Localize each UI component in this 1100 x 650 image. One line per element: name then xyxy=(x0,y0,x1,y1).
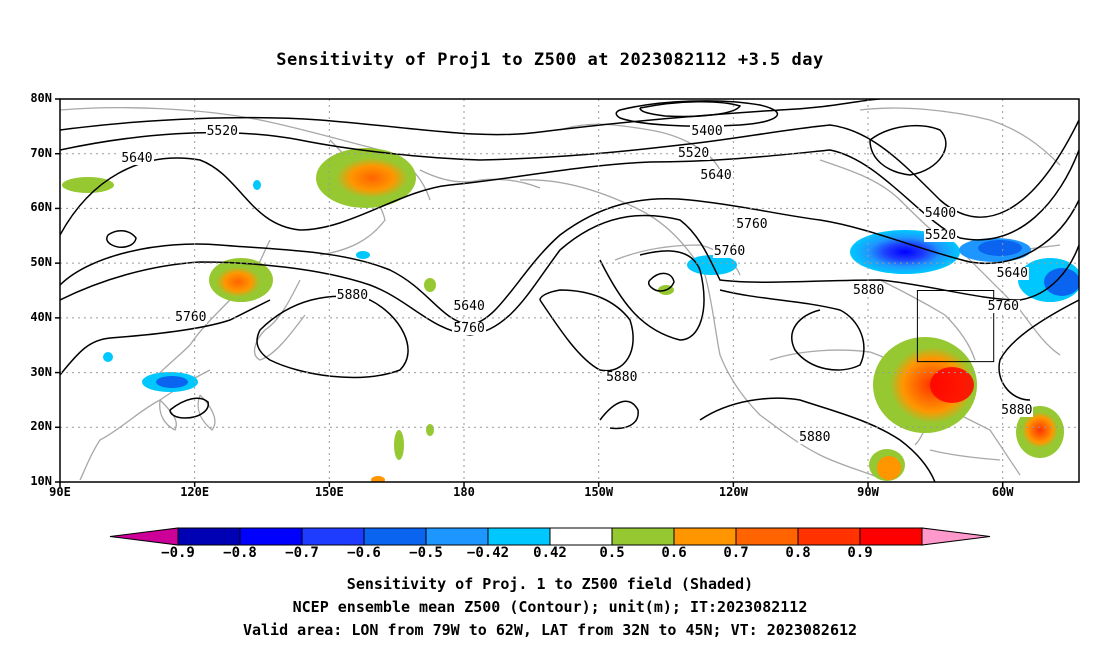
lat-label: 10N xyxy=(30,474,52,488)
colorbar-segment xyxy=(301,527,365,546)
colorbar-segment xyxy=(611,527,675,546)
colorbar-tick-label: 0.9 xyxy=(847,545,873,561)
colorbar-segment xyxy=(859,527,923,546)
caption-line-3: Valid area: LON from 79W to 62W, LAT fro… xyxy=(242,621,858,639)
sensitivity-shading xyxy=(62,148,1079,482)
lat-label: 80N xyxy=(30,91,52,105)
contour-label: 5400 xyxy=(690,123,724,139)
lon-label: 60W xyxy=(991,485,1014,499)
lat-label: 60N xyxy=(30,200,52,215)
axis-ticks xyxy=(55,98,1004,487)
contour-label: 5880 xyxy=(852,282,886,298)
lat-label: 30N xyxy=(30,364,52,379)
contour-label: 5760 xyxy=(735,216,769,232)
contour-label: 5640 xyxy=(120,151,154,167)
colorbar-min-arrow xyxy=(109,527,179,546)
colorbar-tick-label: −0.5 xyxy=(409,545,443,561)
contour-label: 5520 xyxy=(676,145,711,161)
lon-label: 180 xyxy=(453,485,475,499)
colorbar-tick-label: 0.6 xyxy=(661,545,687,561)
contour-label: 5760 xyxy=(174,309,208,325)
colorbar-tick-label: −0.6 xyxy=(347,545,381,561)
lon-label: 150E xyxy=(314,485,344,499)
caption-line-1: Sensitivity of Proj. 1 to Z500 field (Sh… xyxy=(346,575,754,593)
lat-label: 40N xyxy=(30,309,52,324)
contour-label: 5760 xyxy=(712,244,747,260)
lat-label: 70N xyxy=(30,145,52,160)
lon-label: 90W xyxy=(857,485,879,499)
colorbar-tick-label: −0.8 xyxy=(223,545,257,561)
colorbar-segment xyxy=(487,527,551,546)
colorbar-tick-label: −0.7 xyxy=(285,545,319,561)
contour-label: 5640 xyxy=(699,167,733,183)
caption-line-2: NCEP ensemble mean Z500 (Contour); unit(… xyxy=(292,598,808,616)
colorbar-tick-label: 0.5 xyxy=(599,545,625,561)
valid-area-box xyxy=(916,290,995,363)
contour-label: 5760 xyxy=(986,298,1020,314)
colorbar-segment xyxy=(425,527,489,546)
lon-label: 150W xyxy=(584,485,614,499)
contour-label: 5400 xyxy=(923,205,958,221)
colorbar-segment xyxy=(797,527,861,546)
colorbar-segment xyxy=(177,527,241,546)
colorbar-segment xyxy=(549,527,613,546)
figure-title: Sensitivity of Proj1 to Z500 at 20230821… xyxy=(276,50,824,70)
lon-label: 120E xyxy=(180,485,210,499)
contour-label: 5880 xyxy=(1000,402,1034,418)
map-frame xyxy=(59,98,1080,483)
contour-label: 5880 xyxy=(798,430,832,446)
contour-label: 5880 xyxy=(335,287,370,303)
lat-label: 20N xyxy=(30,419,52,434)
contour-label: 5760 xyxy=(452,320,486,336)
colorbar-segment xyxy=(735,527,799,546)
contour-label: 5640 xyxy=(452,298,486,314)
colorbar-tick-label: 0.42 xyxy=(533,545,567,561)
colorbar-segment xyxy=(363,527,427,546)
colorbar-tick-label: −0.9 xyxy=(161,545,195,561)
lon-label: 120W xyxy=(718,485,748,499)
contour-label: 5520 xyxy=(205,123,239,139)
lat-lon-grid xyxy=(60,99,1079,482)
contour-label: 5880 xyxy=(605,370,639,386)
colorbar-tick-label: 0.7 xyxy=(723,545,749,561)
contour-label: 5640 xyxy=(995,266,1029,282)
colorbar-segment xyxy=(673,527,737,546)
lat-label: 50N xyxy=(30,255,52,270)
colorbar-segment xyxy=(239,527,303,546)
colorbar-max-arrow xyxy=(921,527,991,546)
lon-label: 90E xyxy=(49,485,71,499)
contour-label: 5520 xyxy=(923,227,958,243)
colorbar-tick-label: −0.42 xyxy=(466,545,510,561)
colorbar-tick-label: 0.8 xyxy=(785,545,811,561)
